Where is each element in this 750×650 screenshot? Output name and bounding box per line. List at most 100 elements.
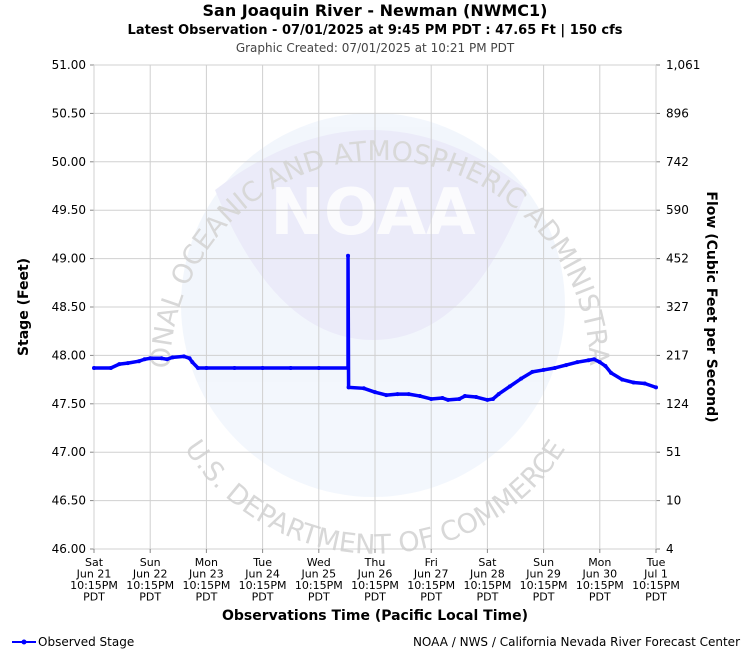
y-tick-label: 46.00 [52, 542, 86, 556]
x-tick-label: 10:15PM [239, 579, 287, 592]
series-point [485, 397, 490, 402]
y2-tick-label: 1,061 [666, 58, 700, 72]
series-point [519, 376, 524, 381]
x-tick-label: Jun 21 [76, 568, 112, 581]
series-point [474, 395, 479, 400]
watermark [181, 113, 565, 497]
series-point [346, 385, 351, 390]
series-point [346, 253, 351, 258]
x-axis-label: Observations Time (Pacific Local Time) [222, 608, 528, 624]
y-tick-label: 47.00 [52, 445, 86, 459]
series-point [603, 364, 608, 369]
x-tick-label: Jun 22 [132, 568, 168, 581]
series-point [462, 394, 467, 399]
series-point [597, 360, 602, 365]
x-tick-label: Jun 28 [469, 568, 505, 581]
series-point [190, 360, 195, 365]
x-tick-label: 10:15PM [126, 579, 174, 592]
series-point [170, 355, 175, 360]
series-point [654, 385, 658, 390]
x-tick-label: Mon [195, 556, 218, 569]
legend-swatch-dot [21, 639, 27, 645]
x-tick-label: PDT [83, 591, 105, 604]
series-point [108, 365, 113, 370]
series-point [187, 356, 192, 361]
x-tick-label: Jun 30 [581, 568, 617, 581]
y-tick-label: 49.50 [52, 203, 86, 217]
y2-tick-label: 217 [666, 348, 689, 362]
series-point [586, 358, 591, 363]
x-tick-label: Mon [588, 556, 611, 569]
series-point [384, 393, 389, 398]
x-tick-label: Jun 29 [525, 568, 561, 581]
x-tick-label: PDT [195, 591, 217, 604]
x-tick-label: PDT [308, 591, 330, 604]
series-point [136, 359, 141, 364]
y-tick-label: 50.00 [52, 155, 86, 169]
x-tick-label: 10:15PM [351, 579, 399, 592]
y2-tick-label: 896 [666, 106, 689, 120]
watermark-logo: NOAA [270, 176, 476, 250]
y2-tick-label: 742 [666, 155, 689, 169]
y2-tick-label: 590 [666, 203, 689, 217]
series-point [564, 363, 569, 368]
series-point [507, 384, 512, 389]
y-tick-label: 48.50 [52, 300, 86, 314]
y-tick-label: 49.00 [52, 252, 86, 266]
series-point [620, 377, 625, 382]
y2-tick-label: 124 [666, 397, 689, 411]
x-tick-label: PDT [364, 591, 386, 604]
series-point [316, 365, 321, 370]
x-tick-label: 10:15PM [520, 579, 568, 592]
series-point [361, 386, 366, 391]
y2-tick-label: 4 [666, 542, 674, 556]
y-axis-label: Stage (Feet) [16, 258, 32, 356]
series-point [117, 362, 122, 367]
series-point [552, 365, 557, 370]
x-tick-label: PDT [589, 591, 611, 604]
y2-tick-label: 327 [666, 300, 689, 314]
created-note: Graphic Created: 07/01/2025 at 10:21 PM … [236, 41, 515, 55]
x-tick-label: PDT [252, 591, 274, 604]
series-point [440, 395, 445, 400]
series-point [346, 365, 351, 370]
series-point [159, 356, 164, 361]
series-point [491, 396, 496, 401]
series-point [446, 397, 451, 402]
x-tick-label: Jun 24 [244, 568, 280, 581]
x-tick-label: Sun [140, 556, 161, 569]
series-point [125, 361, 130, 366]
credit: NOAA / NWS / California Nevada River For… [413, 635, 740, 649]
x-tick-label: 10:15PM [70, 579, 118, 592]
x-tick-label: Wed [307, 556, 331, 569]
x-tick-label: Jun 23 [188, 568, 224, 581]
x-tick-label: Sun [533, 556, 554, 569]
series-point [232, 365, 237, 370]
series-point [204, 365, 209, 370]
x-tick-label: 10:15PM [407, 579, 455, 592]
x-tick-label: PDT [420, 591, 442, 604]
series-point [496, 392, 501, 397]
series-point [406, 392, 411, 397]
watermark-bird [215, 130, 527, 340]
x-tick-label: Thu [364, 556, 386, 569]
y2-axis-label: Flow (Cubic Feet per Second) [703, 191, 719, 422]
y-tick-label: 48.00 [52, 348, 86, 362]
x-tick-label: PDT [476, 591, 498, 604]
series-point [541, 367, 546, 372]
series-point [631, 380, 636, 385]
series-point [609, 370, 614, 375]
legend-label: Observed Stage [38, 635, 134, 649]
y-tick-label: 47.50 [52, 397, 86, 411]
x-tick-label: Sat [478, 556, 497, 569]
series-point [530, 369, 535, 374]
x-tick-label: 10:15PM [632, 579, 680, 592]
chart-subtitle: Latest Observation - 07/01/2025 at 9:45 … [128, 23, 623, 38]
series-point [592, 357, 597, 362]
x-tick-label: 10:15PM [576, 579, 624, 592]
series-point [429, 396, 434, 401]
x-tick-label: PDT [533, 591, 555, 604]
x-tick-label: Jun 26 [357, 568, 393, 581]
x-tick-label: PDT [645, 591, 667, 604]
x-tick-label: Tue [646, 556, 666, 569]
